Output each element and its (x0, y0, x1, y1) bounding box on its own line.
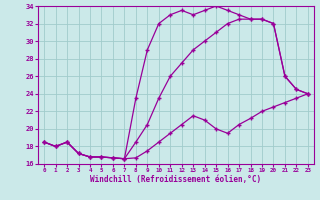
X-axis label: Windchill (Refroidissement éolien,°C): Windchill (Refroidissement éolien,°C) (91, 175, 261, 184)
